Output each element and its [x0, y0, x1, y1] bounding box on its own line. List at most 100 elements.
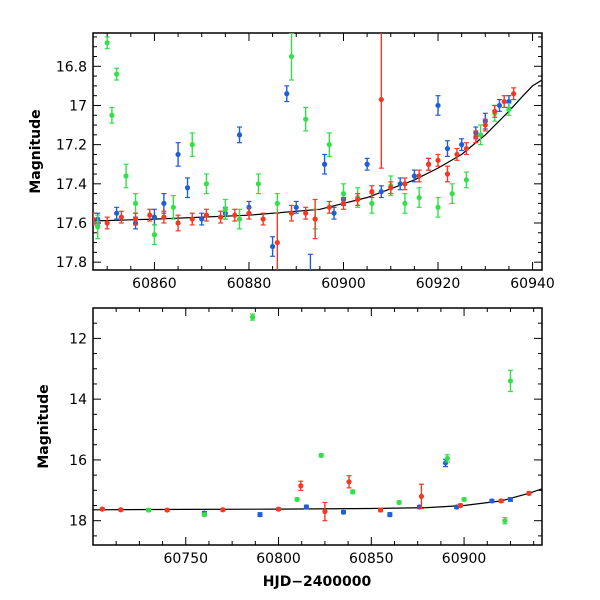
data-point: [232, 212, 238, 218]
x-tick-label: 60920: [416, 276, 461, 292]
x-tick-label: 60850: [349, 551, 394, 567]
data-point: [170, 204, 176, 210]
top-tick-labels: 60860 60880 60900 60920 60940 16.8 17 17.2 17.4 1…: [56, 59, 555, 292]
y-tick-label: 17.4: [56, 177, 87, 193]
data-point: [303, 210, 309, 216]
data-point: [104, 40, 110, 46]
data-point: [425, 161, 432, 167]
x-tick-label: 60940: [510, 276, 555, 292]
data-point: [507, 378, 514, 384]
data-point: [454, 151, 460, 158]
data-point: [132, 216, 139, 222]
y-tick-label: 17: [69, 98, 87, 114]
data-point: [236, 216, 243, 222]
data-point: [457, 502, 463, 509]
data-point: [463, 177, 469, 183]
data-point: [274, 200, 280, 207]
data-point: [322, 508, 328, 515]
green-series: [95, 33, 512, 246]
data-point: [274, 239, 280, 246]
data-point: [298, 483, 304, 489]
data-point: [396, 499, 402, 506]
x-tick-label: 60900: [442, 551, 487, 567]
bottom-plot-frame: [92, 307, 543, 546]
top-data-points: [93, 33, 517, 280]
data-point: [369, 200, 375, 207]
data-point: [203, 212, 210, 218]
bottom-tick-labels: 60750 60800 60850 60900 12 14 16 18: [69, 331, 486, 567]
data-point: [218, 214, 224, 220]
top-plot-frame: [92, 32, 543, 271]
data-point: [526, 490, 532, 496]
data-point: [184, 185, 191, 191]
data-point: [477, 132, 484, 138]
top-panel: 60860 60880 60900 60920 60940 16.8 17 17.2 17.4 1…: [28, 32, 555, 292]
y-tick-label: 17.6: [56, 216, 87, 232]
data-point: [416, 173, 422, 179]
data-point: [463, 145, 469, 152]
data-point: [308, 275, 313, 280]
data-point: [151, 232, 158, 238]
data-point: [506, 106, 512, 112]
red-series: [99, 475, 532, 522]
x-tick-label: 60800: [256, 551, 301, 567]
data-point: [482, 122, 488, 128]
y-tick-label: 18: [69, 514, 87, 530]
data-point: [444, 171, 451, 177]
y-tick-label: 17.8: [56, 255, 87, 271]
data-point: [132, 200, 139, 207]
data-point: [288, 210, 295, 216]
red-series: [93, 33, 517, 270]
bottom-panel: 60750 60800 60850 60900 12 14 16 18 Magnitude H…: [36, 307, 543, 590]
data-point: [146, 507, 152, 513]
data-point: [397, 181, 403, 187]
data-point: [418, 493, 425, 499]
data-point: [435, 204, 441, 210]
data-point: [109, 112, 115, 118]
model-curve-line: [93, 488, 542, 511]
data-point: [340, 191, 347, 197]
data-point: [355, 196, 361, 203]
data-point: [331, 210, 337, 216]
data-point: [511, 91, 517, 97]
data-point: [95, 224, 101, 230]
top-y-axis-label: Magnitude: [28, 109, 44, 193]
data-point: [387, 512, 393, 518]
data-point: [255, 181, 262, 187]
data-point: [303, 504, 309, 510]
data-point: [435, 157, 441, 163]
data-point: [489, 498, 495, 504]
data-point: [326, 142, 332, 148]
data-point: [502, 518, 508, 524]
x-tick-label: 60880: [227, 276, 272, 292]
data-point: [249, 314, 256, 320]
data-point: [257, 512, 263, 518]
data-point: [189, 142, 195, 148]
data-point: [118, 214, 124, 220]
data-point: [492, 108, 498, 114]
data-point: [346, 479, 352, 485]
data-point: [318, 452, 324, 458]
data-point: [161, 200, 167, 207]
data-point: [104, 220, 110, 226]
y-tick-label: 12: [69, 331, 87, 347]
data-point: [378, 189, 384, 195]
blue-series: [201, 458, 514, 518]
data-point: [199, 216, 205, 222]
data-point: [378, 96, 384, 103]
data-point: [189, 216, 195, 222]
data-point: [501, 98, 507, 105]
data-point: [402, 181, 408, 187]
data-point: [260, 216, 266, 222]
data-point: [435, 102, 441, 109]
data-point: [114, 210, 120, 216]
data-point: [388, 185, 394, 191]
data-point: [496, 102, 503, 109]
data-point: [369, 189, 375, 195]
data-point: [321, 161, 328, 167]
data-point: [293, 204, 299, 210]
bottom-data-points: [99, 313, 532, 525]
data-point: [402, 200, 408, 207]
data-point: [203, 181, 210, 187]
data-point: [459, 142, 465, 148]
